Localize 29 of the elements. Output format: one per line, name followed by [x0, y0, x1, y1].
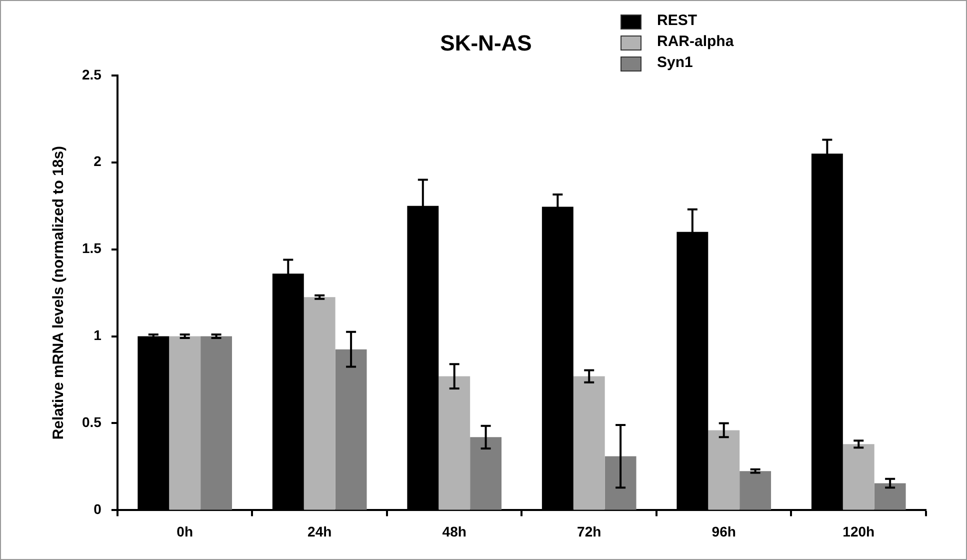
- legend-label: Syn1: [657, 54, 693, 72]
- bar: [874, 483, 906, 510]
- x-tick-label: 24h: [308, 523, 332, 540]
- bar: [604, 456, 636, 510]
- y-tick-label: 1: [94, 327, 102, 344]
- x-tick-label: 72h: [577, 523, 602, 540]
- bar: [740, 471, 772, 510]
- x-tick-label: 120h: [842, 523, 875, 540]
- legend-label: RAR-alpha: [657, 33, 734, 50]
- bar: [304, 297, 336, 510]
- y-tick-label: 0.5: [82, 414, 102, 430]
- bar: [470, 437, 502, 510]
- bar: [708, 430, 740, 510]
- bar: [438, 376, 470, 510]
- y-tick-label: 2.5: [82, 66, 102, 82]
- x-tick-label: 96h: [712, 523, 736, 540]
- bar: [169, 336, 201, 510]
- y-tick-label: 0: [94, 501, 102, 518]
- x-tick-label: 0h: [176, 523, 194, 540]
- y-tick-label: 2: [94, 153, 102, 170]
- y-axis-title: Relative mRNA levels (normalized to 18s): [50, 146, 68, 440]
- chart-title: SK-N-AS: [440, 30, 532, 56]
- bar: [842, 444, 874, 510]
- legend-label: REST: [657, 12, 698, 30]
- bar: [200, 336, 232, 510]
- bar: [335, 349, 367, 510]
- x-tick-label: 48h: [442, 523, 466, 540]
- bar: [573, 376, 605, 510]
- y-tick-label: 1.5: [82, 240, 102, 256]
